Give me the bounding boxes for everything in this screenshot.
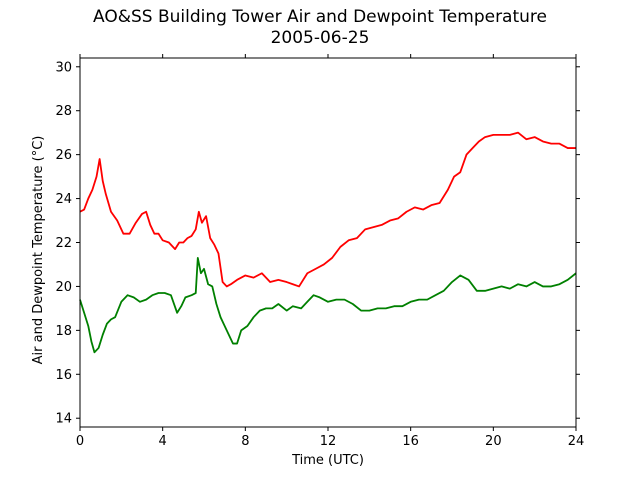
y-axis-label: Air and Dewpoint Temperature (°C)	[31, 135, 46, 365]
chart-subtitle: 2005-06-25	[270, 28, 370, 48]
x-tick-label: 0	[76, 434, 84, 449]
series-line-1	[79, 256, 577, 354]
y-tick-label: 24	[55, 192, 72, 207]
y-tick-label: 14	[55, 412, 72, 427]
x-tick-label: 20	[485, 434, 502, 449]
x-tick-label: 16	[402, 434, 419, 449]
axes: 0 4 8 12 16 20 24 14 16 18 20 22 24 26 28 30	[55, 54, 584, 449]
x-tick-label: 24	[568, 434, 585, 449]
y-tick-label: 28	[55, 104, 72, 119]
chart-title: AO&SS Building Tower Air and Dewpoint Te…	[92, 7, 547, 27]
series-line-0	[79, 131, 576, 288]
x-axis-label: Time (UTC)	[292, 453, 364, 468]
plot-area	[79, 131, 577, 354]
y-tick-label: 16	[55, 368, 72, 383]
y-tick-label: 22	[55, 236, 72, 251]
y-tick-label: 20	[55, 280, 72, 295]
x-tick-label: 12	[320, 434, 337, 449]
y-tick-label: 18	[55, 324, 72, 339]
plot-frame	[79, 57, 577, 428]
x-tick-label: 8	[241, 434, 249, 449]
x-tick-label: 4	[159, 434, 167, 449]
y-tick-label: 26	[55, 148, 72, 163]
y-tick-label: 30	[55, 60, 72, 75]
